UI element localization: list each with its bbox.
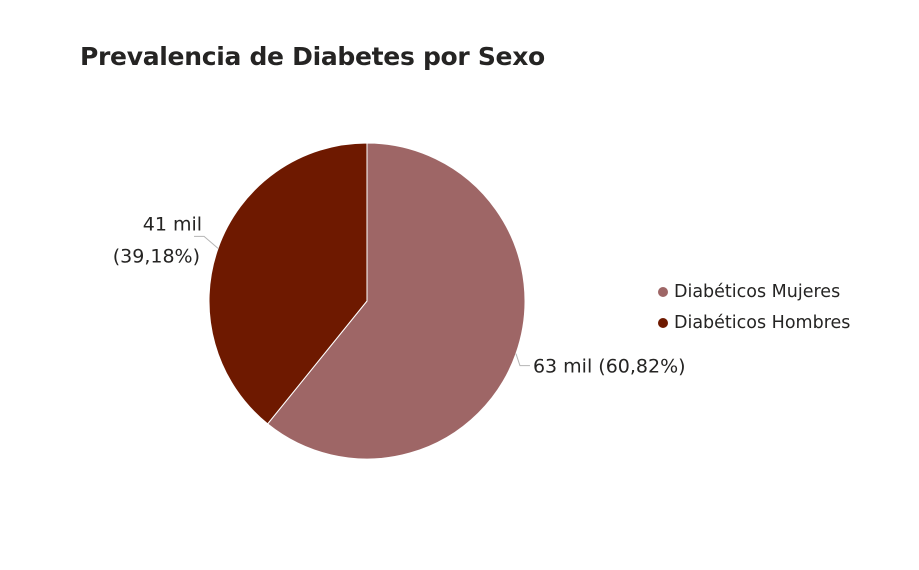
legend-label-mujeres: Diabéticos Mujeres bbox=[674, 281, 841, 302]
leader-line-mujeres bbox=[515, 353, 530, 367]
legend-label-hombres: Diabéticos Hombres bbox=[674, 312, 851, 333]
legend-item-mujeres[interactable]: Diabéticos Mujeres bbox=[658, 276, 850, 307]
data-label-hombres-value: 41 mil bbox=[143, 213, 202, 235]
legend-item-hombres[interactable]: Diabéticos Hombres bbox=[658, 307, 850, 338]
legend-swatch-mujeres bbox=[658, 286, 668, 297]
leader-line-hombres bbox=[194, 235, 219, 249]
legend-swatch-hombres bbox=[658, 317, 668, 328]
pie-slice-hombres[interactable] bbox=[208, 142, 368, 425]
data-label-mujeres: 63 mil (60,82%) bbox=[533, 356, 686, 378]
data-label-hombres-percent: (39,18%) bbox=[113, 245, 200, 267]
legend: Diabéticos Mujeres Diabéticos Hombres bbox=[658, 276, 850, 338]
chart-title: Prevalencia de Diabetes por Sexo bbox=[80, 42, 545, 71]
